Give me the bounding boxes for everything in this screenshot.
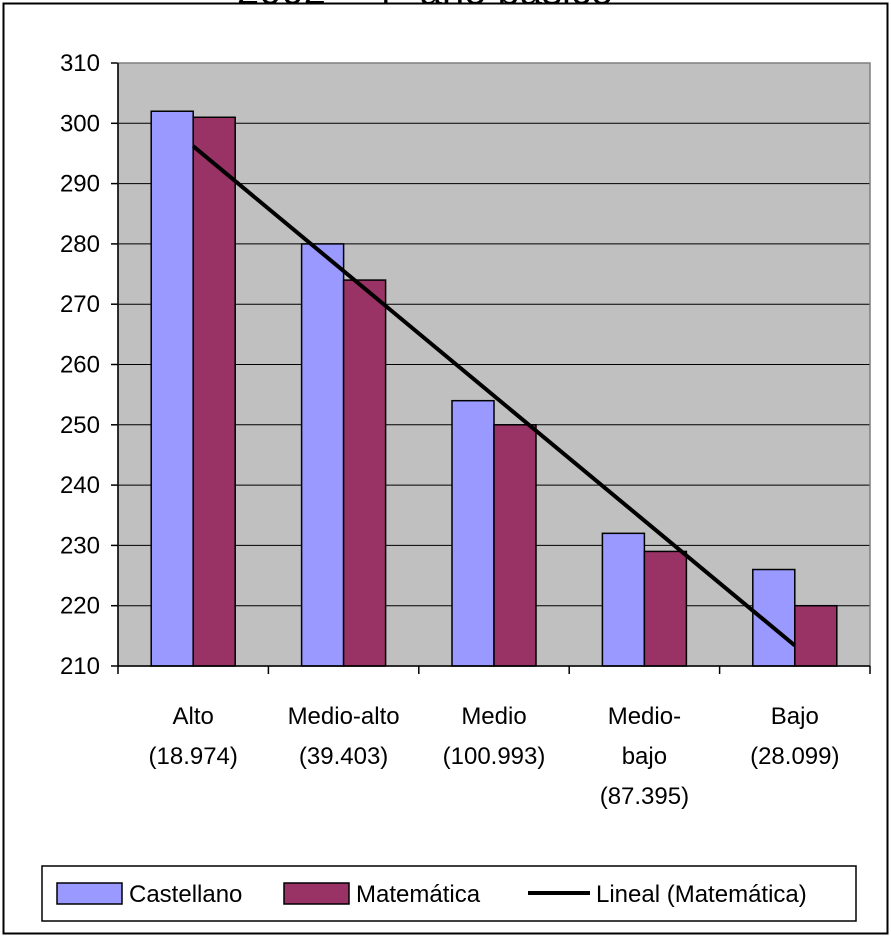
legend-label: Matemática [356,881,481,908]
y-tick-label: 260 [60,352,100,379]
category-label: Bajo [771,703,819,730]
bar-castellano-3 [601,532,646,667]
y-tick-label: 280 [60,231,100,258]
category-label: Alto [173,703,214,730]
y-tick-label: 210 [60,653,100,680]
bar-matemtica-0 [192,116,236,667]
legend-swatch-matemtica [283,882,350,905]
category-label: Medio [461,703,526,730]
category-label: (87.395) [600,783,689,810]
category-label: (18.974) [149,743,238,770]
trendline [191,144,797,648]
y-tick-label: 270 [60,291,100,318]
y-tick-label: 310 [60,50,100,77]
bar-matemtica-3 [643,550,688,667]
category-label: Medio-alto [288,703,400,730]
category-label: Medio- [608,703,681,730]
category-label: bajo [622,743,667,770]
legend-box [41,865,857,922]
y-tick-label: 290 [60,171,100,198]
bar-castellano-0 [150,110,194,667]
legend-swatch-castellano [56,882,123,905]
bar-castellano-2 [451,399,495,667]
bar-matemtica-2 [493,424,537,667]
chart-title: 2002 – 4° año básico [237,0,613,13]
bar-castellano-1 [300,243,345,667]
y-tick-label: 300 [60,110,100,137]
y-tick-label: 230 [60,532,100,559]
bar-matemtica-4 [794,604,838,667]
category-label: (100.993) [443,743,546,770]
legend-label: Castellano [129,881,242,908]
bar-matemtica-1 [342,279,387,667]
y-tick-label: 220 [60,593,100,620]
legend-label: Lineal (Matemática) [596,881,807,908]
category-label: (28.099) [750,743,839,770]
y-tick-label: 250 [60,412,100,439]
y-tick-label: 240 [60,472,100,499]
category-label: (39.403) [299,743,388,770]
